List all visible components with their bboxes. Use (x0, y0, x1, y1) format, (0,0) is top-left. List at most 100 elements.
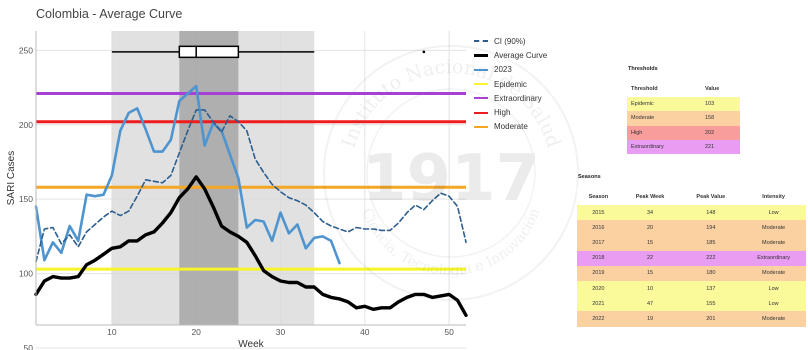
legend-item-s2023[interactable]: 2023 (474, 63, 547, 77)
x-tick-label: 30 (276, 327, 286, 337)
thresholds-column-header: Value (700, 80, 740, 97)
legend-item-avg[interactable]: Average Curve (474, 48, 547, 62)
legend-swatch (474, 125, 488, 128)
seasons-caption: Seasons (578, 174, 601, 180)
y-tick-label: 50 (24, 343, 34, 350)
x-tick-label: 50 (444, 327, 454, 337)
x-axis-label: Week (238, 339, 264, 350)
legend-label: CI (90%) (494, 36, 526, 46)
legend-swatch (474, 111, 488, 114)
thresholds-table: Threshold Value Epidemic 103 Moderate 158 Hig… (627, 80, 740, 155)
legend-label: Average Curve (494, 50, 548, 60)
y-axis-label: SARI Cases (6, 151, 17, 205)
threshold-name-cell: High (631, 129, 643, 136)
season-cell: 2016 (592, 224, 605, 231)
table-row: 2022 19 201 Moderate (577, 311, 806, 327)
peak-band (179, 31, 239, 325)
season-bands (111, 31, 315, 325)
thresholds-header-row: Threshold Value (627, 80, 740, 97)
season-cell: 2015 (592, 209, 605, 216)
threshold-name-cell: Epidemic (631, 101, 654, 108)
peak-week-cell: 19 (646, 315, 654, 322)
table-row: Epidemic 103 (627, 97, 740, 112)
legend-item-epidemic[interactable]: Epidemic (474, 77, 547, 91)
seasons-column-header: Peak Week (619, 188, 681, 205)
average-curve-line (34, 175, 468, 317)
peak-week-cell: 22 (646, 255, 654, 262)
x-tick-label: 40 (360, 327, 370, 337)
series-2023-line (34, 84, 341, 265)
table-row: Moderate 158 (627, 111, 740, 126)
threshold-value-cell: 221 (704, 144, 715, 151)
intensity-cell: Low (768, 285, 779, 292)
legend-label: Epidemic (494, 79, 527, 89)
table-row: 2020 10 137 Low (577, 280, 806, 297)
seasons-column-header: Peak Value (680, 188, 742, 205)
threshold-value-cell: 202 (704, 129, 715, 136)
table-row: 2015 34 148 Low (577, 205, 806, 221)
peak-week-cell: 47 (646, 300, 654, 307)
intensity-cell: Moderate (761, 239, 786, 246)
thresholds-caption: Thresholds (628, 66, 658, 72)
peak-boxplot (111, 45, 426, 59)
chart-legend: CI (90%) Average Curve 2023 Epidemic Extraor… (474, 34, 547, 134)
peak-value-cell: 194 (706, 224, 716, 231)
peak-value-cell: 137 (706, 285, 716, 292)
legend-item-ci[interactable]: CI (90%) (474, 34, 547, 48)
y-tick-label: 100 (19, 269, 33, 279)
series-lines (34, 84, 468, 317)
seasons-column-header: Intensity (741, 188, 806, 205)
season-cell: 2017 (592, 239, 605, 246)
intensity-cell: Moderate (761, 315, 786, 322)
peak-value-cell: 222 (706, 255, 716, 262)
intensity-cell: Moderate (761, 270, 786, 277)
season-cell: 2019 (592, 270, 605, 277)
peak-value-cell: 201 (706, 315, 716, 322)
legend-item-high[interactable]: High (474, 105, 547, 119)
boxplot-outlier (422, 50, 426, 54)
y-tick-label: 250 (19, 45, 33, 55)
table-row: 2019 15 180 Moderate (577, 265, 806, 281)
table-row: 2018 22 222 Extraordinary (577, 250, 806, 266)
season-cell: 2018 (592, 255, 605, 262)
x-tick-label: 20 (191, 327, 201, 337)
peak-value-cell: 155 (706, 300, 716, 307)
y-tick-label: 150 (19, 194, 33, 204)
ci-upper-line (35, 109, 467, 263)
boxplot-box (178, 45, 240, 59)
legend-item-moderate[interactable]: Moderate (474, 120, 547, 134)
seasons-column-header: Season (577, 188, 620, 205)
legend-swatch (474, 68, 488, 71)
threshold-value-cell: 158 (704, 115, 715, 122)
threshold-value-cell: 103 (704, 101, 715, 108)
threshold-name-cell: Extraordinary (631, 144, 664, 151)
legend-label: 2023 (494, 65, 512, 75)
peak-value-cell: 180 (706, 270, 716, 277)
axes: 50 100 150 200 250 10 20 30 40 50 Week SARI Cases (6, 31, 466, 350)
table-row: 2016 20 194 Moderate (577, 220, 806, 236)
legend-label: Moderate (494, 122, 528, 132)
legend-item-extraordinary[interactable]: Extraordinary (474, 91, 547, 105)
x-tick-label: 10 (107, 327, 117, 337)
table-row: High 202 (627, 125, 740, 140)
table-row: 2017 15 185 Moderate (577, 235, 806, 251)
table-row: 2021 47 155 Low (577, 296, 806, 312)
legend-swatch (474, 53, 488, 57)
peak-week-cell: 34 (646, 209, 654, 216)
peak-week-cell: 15 (646, 270, 654, 277)
peak-value-cell: 185 (706, 239, 716, 246)
season-cell: 2021 (592, 300, 605, 307)
season-cell: 2020 (592, 285, 605, 292)
legend-label: High (494, 108, 511, 118)
peak-value-cell: 148 (706, 209, 716, 216)
y-tick-label: 200 (19, 120, 33, 130)
seasons-table: Season Peak Week Peak Value Intensity 2015 3… (577, 188, 806, 327)
legend-swatch (474, 83, 488, 86)
intensity-cell: Extraordinary (757, 255, 790, 262)
legend-swatch (474, 97, 488, 100)
legend-swatch (474, 40, 488, 43)
seasons-header-row: Season Peak Week Peak Value Intensity (577, 188, 806, 205)
peak-week-cell: 10 (646, 285, 654, 292)
chart-title: Colombia - Average Curve (36, 7, 183, 21)
